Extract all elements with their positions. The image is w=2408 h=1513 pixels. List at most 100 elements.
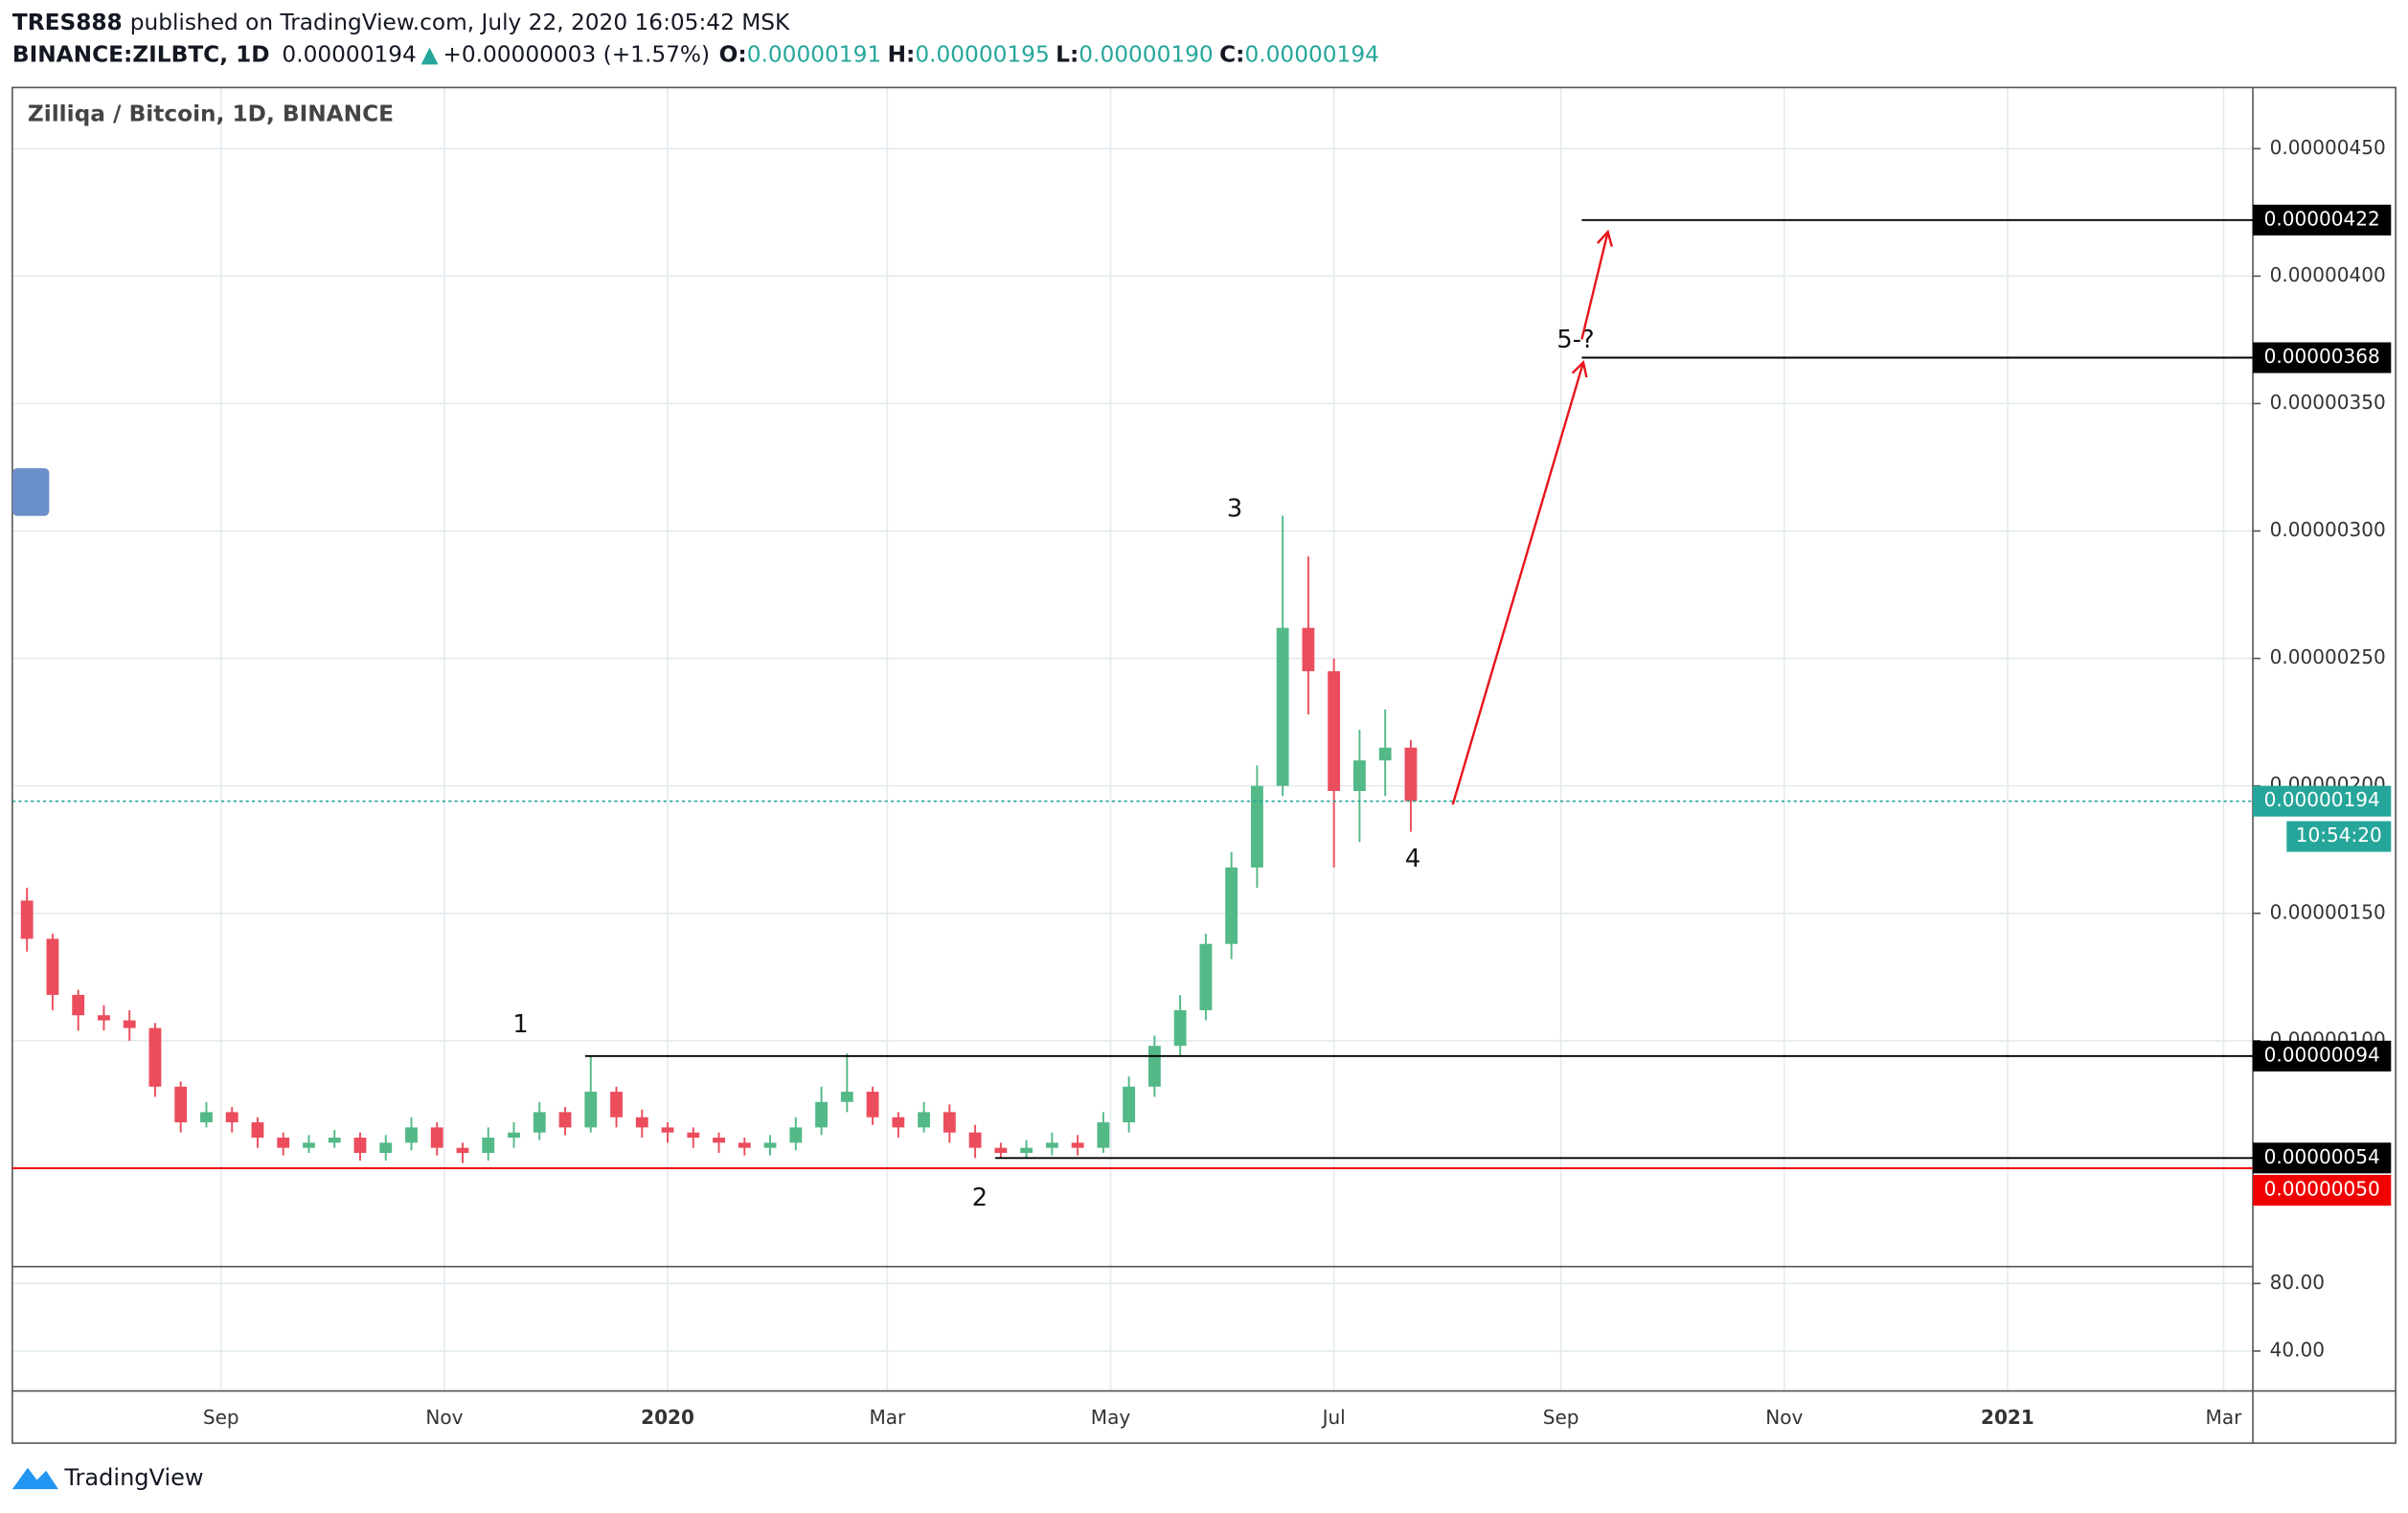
header-line-2: BINANCE:ZILBTC, 1D 0.00000194 ▲ +0.00000003… — [12, 41, 1379, 67]
last-price-tag — [2253, 785, 2392, 817]
level-tag — [2253, 1174, 2392, 1206]
candle-body — [148, 1027, 162, 1087]
x-tick-label: Nov — [425, 1406, 463, 1429]
legend-title: Zilliqa / Bitcoin, 1D, BINANCE — [28, 102, 394, 127]
x-tick-label: Mar — [869, 1406, 906, 1429]
brand: TradingView — [63, 1464, 203, 1491]
candle-body — [1045, 1142, 1058, 1148]
wave-label: 5-? — [1556, 326, 1594, 354]
candle-body — [123, 1020, 136, 1028]
candle-body — [918, 1112, 931, 1128]
level-label: 0.00000050 — [2264, 1177, 2380, 1200]
candle-body — [1147, 1046, 1161, 1087]
candle-body — [277, 1137, 290, 1148]
arrow-head — [1596, 229, 1613, 247]
arrow-head — [1571, 359, 1588, 378]
level-label: 0.00000054 — [2264, 1145, 2380, 1168]
header-line-1: TRES888 published on TradingView.com, Jul… — [12, 10, 790, 35]
sub-y-tick-label: 80.00 — [2270, 1271, 2325, 1294]
candle-body — [994, 1147, 1008, 1153]
candle-body — [533, 1112, 546, 1133]
candle-body — [1302, 627, 1315, 671]
x-tick-label: Mar — [2206, 1406, 2243, 1429]
candle-body — [840, 1092, 853, 1102]
author: TRES888 — [12, 10, 123, 35]
candle-body — [1378, 747, 1392, 761]
candle-body — [303, 1142, 315, 1148]
candle-body — [763, 1142, 777, 1148]
candle-body — [1020, 1147, 1034, 1153]
candle-body — [482, 1137, 495, 1153]
side-button[interactable] — [11, 467, 50, 516]
candle-body — [379, 1142, 393, 1153]
y-tick-label: 0.00000400 — [2270, 263, 2386, 286]
footer: TradingView — [11, 1464, 204, 1491]
ohlc-value: 0.00000194 — [1244, 41, 1378, 67]
ohlc-value: 0.00000190 — [1079, 41, 1213, 67]
y-tick-label: 0.00000250 — [2270, 645, 2386, 668]
candle-body — [1097, 1122, 1110, 1148]
candle-body — [558, 1112, 572, 1128]
x-tick-label: 2020 — [641, 1406, 694, 1429]
x-tick-label: Sep — [203, 1406, 239, 1429]
candle-body — [20, 900, 34, 939]
ohlc-value: 0.00000191 — [747, 41, 881, 67]
ohlc-label: O: — [719, 41, 747, 67]
wave-label: 2 — [972, 1184, 988, 1212]
y-tick-label: 0.00000150 — [2270, 900, 2386, 923]
wave-label: 4 — [1405, 845, 1420, 873]
candle-body — [1225, 867, 1238, 944]
candle-body — [508, 1132, 520, 1138]
frame — [11, 86, 2397, 1444]
symbol: BINANCE:ZILBTC, 1D — [12, 41, 270, 67]
candle-body — [353, 1137, 367, 1153]
level-tag — [2253, 204, 2392, 236]
candle-body — [200, 1112, 213, 1123]
candle-body — [98, 1015, 110, 1021]
ohlc-label: C: — [1219, 41, 1244, 67]
candle-body — [72, 994, 85, 1016]
x-tick-label: 2021 — [1981, 1406, 2034, 1429]
candle-body — [815, 1101, 828, 1128]
candle-body — [174, 1086, 188, 1123]
forecast-arrow — [1580, 231, 1609, 340]
candle-body — [789, 1127, 803, 1143]
candle-body — [713, 1137, 725, 1143]
x-tick-label: Sep — [1543, 1406, 1579, 1429]
candle-body — [968, 1132, 982, 1148]
candle-body — [1071, 1142, 1084, 1148]
x-tick-label: Jul — [1321, 1406, 1346, 1429]
forecast-arrow — [1451, 362, 1585, 805]
ohlc-label: H: — [888, 41, 916, 67]
countdown: 10:54:20 — [2296, 824, 2382, 847]
candle-body — [1123, 1086, 1136, 1123]
candle-body — [1328, 670, 1341, 792]
wave-label: 1 — [512, 1010, 528, 1039]
arrow: ▲ — [421, 41, 439, 67]
candle-body — [328, 1137, 341, 1143]
plot: 1 2 3 4 5-? — [11, 218, 2254, 1212]
published: published on TradingView.com, July 22, 2… — [130, 10, 790, 35]
logo — [11, 1467, 58, 1490]
candle-body — [1173, 1009, 1187, 1047]
level-label: 0.00000422 — [2264, 207, 2380, 230]
level-tag — [2253, 1142, 2392, 1174]
candle-body — [738, 1142, 751, 1148]
level-label: 0.00000094 — [2264, 1043, 2380, 1066]
grid — [11, 87, 2254, 1391]
candle-body — [1199, 943, 1213, 1010]
price: 0.00000194 — [282, 41, 416, 67]
candle-body — [225, 1112, 239, 1123]
candle-body — [430, 1127, 443, 1148]
candle-body — [405, 1127, 418, 1143]
y-tick-label: 0.00000300 — [2270, 518, 2386, 541]
candle-body — [1276, 627, 1289, 786]
candle-body — [1250, 785, 1263, 868]
y-tick-label: 0.00000450 — [2270, 136, 2386, 159]
candle-body — [661, 1127, 674, 1133]
candle-body — [635, 1117, 648, 1128]
candle-body — [584, 1092, 598, 1128]
sub-y-tick-label: 40.00 — [2270, 1338, 2325, 1361]
